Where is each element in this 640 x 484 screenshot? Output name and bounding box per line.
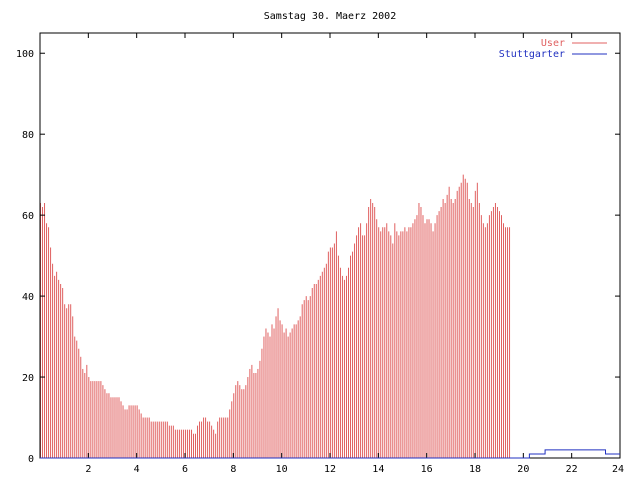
x-tick-label: 14 [372, 464, 384, 475]
legend: User Stuttgarter [499, 38, 607, 60]
legend-label-stuttgarter: Stuttgarter [499, 49, 565, 60]
stuttgarter-line [40, 449, 620, 459]
x-tick-label: 22 [566, 464, 578, 475]
y-tick-label: 100 [16, 49, 34, 60]
y-tick-label: 0 [28, 454, 34, 465]
y-tick-label: 80 [22, 130, 34, 141]
user-series-bars [40, 174, 511, 458]
x-tick-label: 12 [324, 464, 336, 475]
x-tick-label: 2 [85, 464, 91, 475]
legend-label-user: User [541, 38, 565, 49]
x-tick-label: 18 [469, 464, 481, 475]
y-tick-label: 20 [22, 373, 34, 384]
y-tick-label: 40 [22, 292, 34, 303]
stuttgarter-series-line [40, 449, 620, 459]
x-tick-label: 10 [276, 464, 288, 475]
x-tick-label: 24 [612, 464, 624, 475]
chart-title: Samstag 30. Maerz 2002 [264, 11, 396, 22]
x-tick-label: 16 [421, 464, 433, 475]
x-tick-label: 4 [134, 464, 140, 475]
x-tick-label: 8 [230, 464, 236, 475]
x-tick-label: 6 [182, 464, 188, 475]
y-tick-label: 60 [22, 211, 34, 222]
x-tick-label: 20 [517, 464, 529, 475]
